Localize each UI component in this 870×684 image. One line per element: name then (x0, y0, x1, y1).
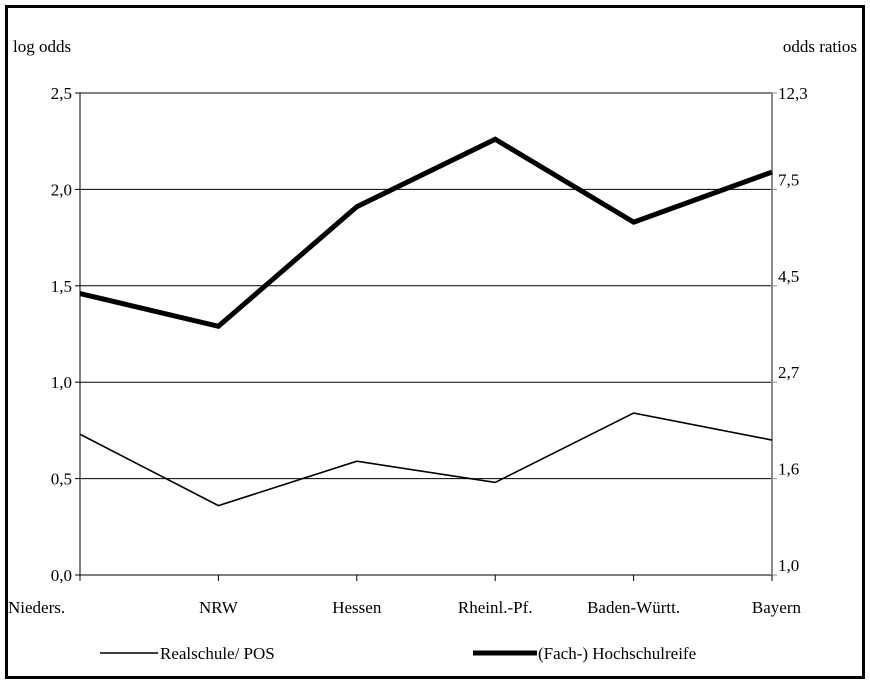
axes (79, 93, 773, 576)
ticks: 0,0 0,5 1,0 1,5 2,0 2,5 1,0 1,6 2,7 4,5 7,5 12,3 Nie… (8, 84, 808, 617)
y-tick-label: 0,0 (51, 566, 72, 585)
y2-axis-label: odds ratios (783, 37, 857, 56)
y-tick-label: 0,5 (51, 470, 72, 489)
gridlines (80, 92, 772, 480)
legend: Realschule/ POS (Fach-) Hochschulreife (100, 644, 696, 663)
series-line-realschule (79, 412, 773, 507)
y-tick-label: 2,0 (51, 180, 72, 199)
y-tick-label: 2,5 (51, 84, 72, 103)
y2-tick-label: 4,5 (778, 267, 799, 286)
series-line-hochschulreife (79, 136, 773, 330)
y2-tick-label: 1,0 (778, 556, 799, 575)
x-tick-label: Bayern (752, 598, 802, 617)
legend-label: (Fach-) Hochschulreife (538, 644, 696, 663)
x-tick-label: Hessen (332, 598, 382, 617)
x-tick-label: Nieders. (8, 598, 65, 617)
chart-frame (5, 5, 865, 679)
y2-tick-label: 2,7 (778, 363, 800, 382)
series-lines (79, 136, 773, 507)
y2-tick-label: 7,5 (778, 170, 799, 189)
legend-label: Realschule/ POS (160, 644, 275, 663)
x-tick-label: Rheinl.-Pf. (458, 598, 533, 617)
y2-tick-label: 1,6 (778, 460, 799, 479)
x-tick-label: NRW (199, 598, 239, 617)
y-tick-label: 1,0 (51, 373, 72, 392)
y-axis-label: log odds (13, 37, 71, 56)
x-tick-label: Baden-Württ. (587, 598, 680, 617)
y2-tick-label: 12,3 (778, 84, 808, 103)
y-tick-label: 1,5 (51, 277, 72, 296)
